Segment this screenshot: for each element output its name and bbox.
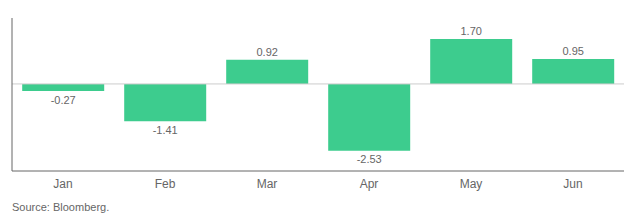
- svg-text:0.92: 0.92: [256, 46, 277, 58]
- svg-text:Feb: Feb: [155, 177, 176, 191]
- svg-text:Mar: Mar: [257, 177, 278, 191]
- svg-text:0.95: 0.95: [562, 45, 583, 57]
- html-text:Source: Bloomberg.: Source: Bloomberg.: [12, 201, 110, 213]
- svg-text:-2.53: -2.53: [357, 153, 382, 165]
- svg-text:-0.27: -0.27: [51, 94, 76, 106]
- svg-text:Jun: Jun: [563, 177, 582, 191]
- svg-text:1.70: 1.70: [460, 25, 481, 37]
- svg-text:-1.41: -1.41: [153, 124, 178, 136]
- svg-text:Jan: Jan: [53, 177, 72, 191]
- svg-text:Apr: Apr: [360, 177, 379, 191]
- svg-text:May: May: [460, 177, 483, 191]
